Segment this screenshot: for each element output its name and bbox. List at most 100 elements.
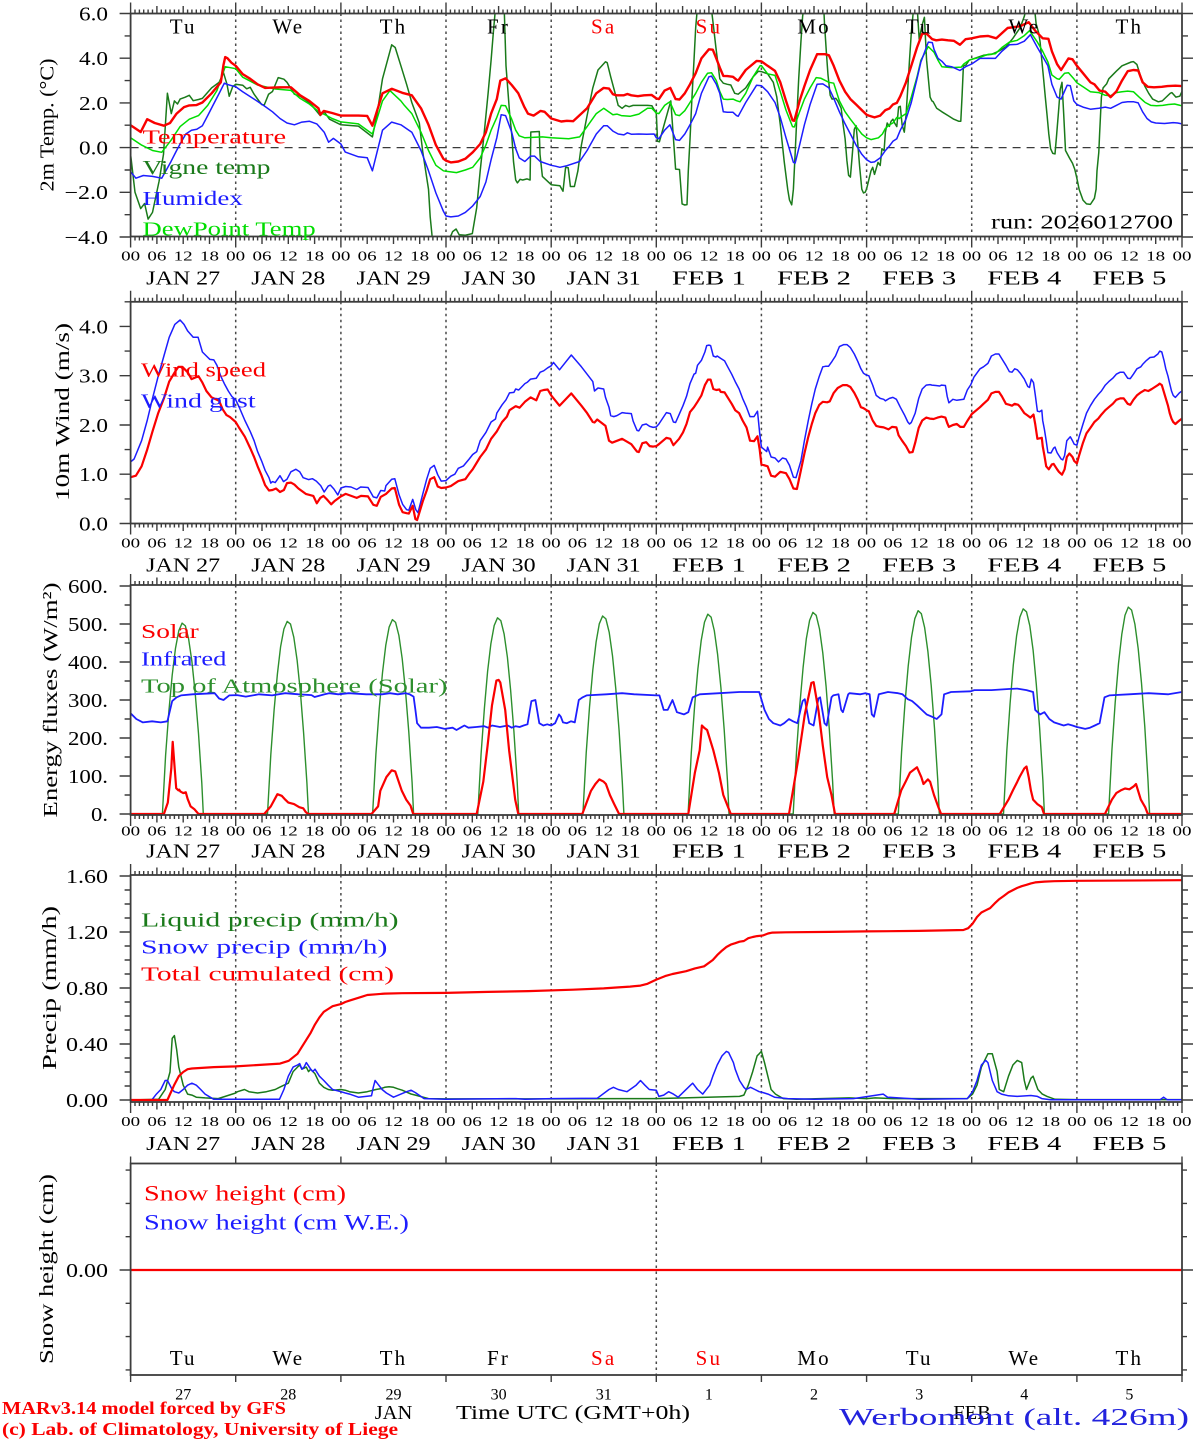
svg-text:0.00: 0.00 [66, 1260, 108, 1282]
svg-text:Liquid precip (mm/h): Liquid precip (mm/h) [141, 911, 399, 932]
svg-text:−4.0: −4.0 [65, 227, 109, 249]
svg-text:18: 18 [200, 1114, 219, 1129]
svg-text:06: 06 [253, 536, 272, 551]
svg-text:00: 00 [226, 824, 245, 839]
svg-text:06: 06 [253, 824, 272, 839]
svg-text:18: 18 [726, 536, 745, 551]
svg-text:00: 00 [752, 249, 771, 264]
svg-text:12: 12 [594, 1114, 613, 1129]
svg-text:Top of Atmosphere (Solar): Top of Atmosphere (Solar) [141, 677, 448, 698]
svg-text:0.: 0. [91, 804, 108, 826]
svg-text:12: 12 [699, 536, 718, 551]
svg-text:18: 18 [1041, 536, 1060, 551]
svg-text:JAN 28: JAN 28 [251, 840, 325, 862]
svg-text:200.: 200. [68, 728, 108, 750]
svg-text:Snow height (cm W.E.): Snow height (cm W.E.) [144, 1210, 409, 1235]
svg-text:JAN 28: JAN 28 [251, 1133, 325, 1155]
svg-text:4.0: 4.0 [79, 316, 108, 338]
svg-text:00: 00 [331, 249, 350, 264]
svg-text:12: 12 [910, 536, 929, 551]
svg-text:JAN 29: JAN 29 [357, 1133, 431, 1155]
svg-text:Tu: Tu [170, 1346, 197, 1370]
svg-text:06: 06 [778, 1114, 797, 1129]
svg-text:12: 12 [699, 249, 718, 264]
svg-text:18: 18 [200, 536, 219, 551]
svg-text:Wind speed: Wind speed [141, 361, 266, 382]
svg-text:18: 18 [621, 536, 640, 551]
svg-text:18: 18 [1041, 824, 1060, 839]
svg-text:Th: Th [380, 1346, 408, 1370]
svg-text:12: 12 [279, 249, 298, 264]
svg-text:JAN 27: JAN 27 [146, 267, 220, 289]
svg-text:18: 18 [831, 536, 850, 551]
svg-text:06: 06 [463, 249, 482, 264]
svg-text:18: 18 [410, 536, 429, 551]
svg-text:18: 18 [936, 1114, 955, 1129]
svg-text:18: 18 [936, 824, 955, 839]
svg-text:Solar: Solar [141, 622, 199, 643]
svg-text:500.: 500. [68, 614, 108, 636]
svg-text:Snow height (cm): Snow height (cm) [36, 1174, 58, 1364]
svg-text:Precip (mm/h): Precip (mm/h) [39, 906, 61, 1070]
svg-text:18: 18 [726, 824, 745, 839]
svg-text:JAN 30: JAN 30 [462, 554, 536, 576]
svg-text:Tu: Tu [170, 15, 197, 39]
svg-text:DewPoint Temp: DewPoint Temp [143, 220, 316, 241]
svg-text:00: 00 [647, 824, 666, 839]
svg-text:18: 18 [936, 536, 955, 551]
svg-text:Snow height (cm): Snow height (cm) [144, 1181, 346, 1206]
svg-text:00: 00 [542, 536, 561, 551]
svg-text:Time UTC (GMT+0h): Time UTC (GMT+0h) [456, 1402, 690, 1424]
svg-text:00: 00 [542, 1114, 561, 1129]
svg-text:4.0: 4.0 [79, 48, 108, 70]
svg-text:00: 00 [752, 536, 771, 551]
svg-text:06: 06 [883, 536, 902, 551]
svg-text:3.0: 3.0 [79, 366, 108, 388]
svg-text:18: 18 [1146, 536, 1165, 551]
svg-text:FEB 3: FEB 3 [882, 840, 956, 862]
svg-text:FEB 2: FEB 2 [777, 840, 851, 862]
svg-text:06: 06 [778, 249, 797, 264]
svg-text:18: 18 [305, 536, 324, 551]
svg-text:06: 06 [1094, 536, 1113, 551]
svg-text:Fr: Fr [487, 15, 510, 39]
svg-text:FEB 3: FEB 3 [882, 267, 956, 289]
svg-text:FEB 1: FEB 1 [672, 267, 746, 289]
svg-text:FEB 4: FEB 4 [987, 554, 1061, 576]
svg-text:Snow precip (mm/h): Snow precip (mm/h) [141, 938, 387, 959]
svg-text:JAN 29: JAN 29 [357, 554, 431, 576]
svg-text:12: 12 [489, 824, 508, 839]
svg-text:We: We [272, 15, 304, 39]
svg-text:06: 06 [463, 824, 482, 839]
svg-text:1.20: 1.20 [66, 922, 108, 944]
svg-text:18: 18 [1146, 249, 1165, 264]
svg-text:FEB 2: FEB 2 [777, 554, 851, 576]
svg-text:00: 00 [1173, 1114, 1192, 1129]
svg-text:FEB 3: FEB 3 [882, 1133, 956, 1155]
svg-text:FEB 3: FEB 3 [882, 554, 956, 576]
svg-text:JAN 27: JAN 27 [146, 840, 220, 862]
svg-text:12: 12 [384, 824, 403, 839]
svg-text:FEB 5: FEB 5 [1092, 840, 1166, 862]
svg-text:18: 18 [1146, 1114, 1165, 1129]
svg-text:00: 00 [437, 824, 456, 839]
svg-text:12: 12 [805, 824, 824, 839]
svg-text:12: 12 [279, 1114, 298, 1129]
svg-text:06: 06 [253, 1114, 272, 1129]
svg-text:1: 1 [705, 1387, 713, 1404]
svg-text:06: 06 [1094, 824, 1113, 839]
svg-text:29: 29 [386, 1387, 402, 1404]
svg-text:0.0: 0.0 [79, 513, 108, 535]
svg-text:Mo: Mo [797, 15, 831, 39]
svg-text:1.0: 1.0 [79, 464, 108, 486]
svg-text:18: 18 [515, 1114, 534, 1129]
svg-text:0.80: 0.80 [66, 978, 108, 1000]
svg-text:06: 06 [673, 536, 692, 551]
svg-text:JAN 30: JAN 30 [462, 267, 536, 289]
svg-text:06: 06 [358, 536, 377, 551]
svg-text:12: 12 [384, 1114, 403, 1129]
svg-text:FEB 2: FEB 2 [777, 267, 851, 289]
svg-text:12: 12 [384, 536, 403, 551]
svg-text:30: 30 [491, 1387, 507, 1404]
svg-text:JAN 31: JAN 31 [567, 267, 641, 289]
